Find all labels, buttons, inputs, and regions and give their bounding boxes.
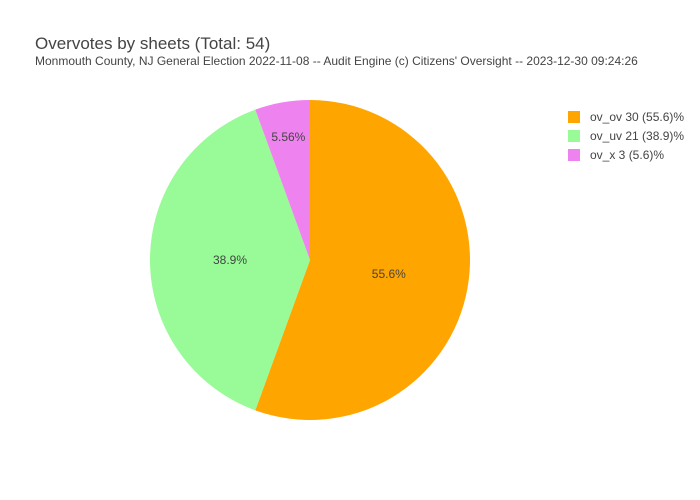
legend-label: ov_x 3 (5.6)% [590,147,665,162]
legend-item-ov-ov[interactable]: ov_ov 30 (55.6)% [568,107,684,126]
chart-legend: ov_ov 30 (55.6)% ov_uv 21 (38.9)% ov_x 3 (… [568,107,684,164]
slice-label-ov-ov: 55.6% [372,267,406,281]
legend-item-ov-uv[interactable]: ov_uv 21 (38.9)% [568,126,684,145]
chart-subtitle: Monmouth County, NJ General Election 202… [35,54,638,68]
legend-swatch [568,110,580,123]
chart-title: Overvotes by sheets (Total: 54) [35,34,271,53]
pie-slice-ov-uv[interactable] [149,109,310,411]
legend-label: ov_ov 30 (55.6)% [590,109,685,124]
legend-label: ov_uv 21 (38.9)% [590,128,685,143]
pie-slice-ov-ov[interactable] [255,100,470,420]
slice-label-ov-uv: 38.9% [213,253,247,267]
legend-item-ov-x[interactable]: ov_x 3 (5.6)% [568,145,684,164]
legend-swatch [568,148,580,161]
slice-label-ov-x: 5.56% [271,130,305,144]
legend-swatch [568,129,580,142]
pie-slice-ov-x[interactable] [255,100,310,260]
